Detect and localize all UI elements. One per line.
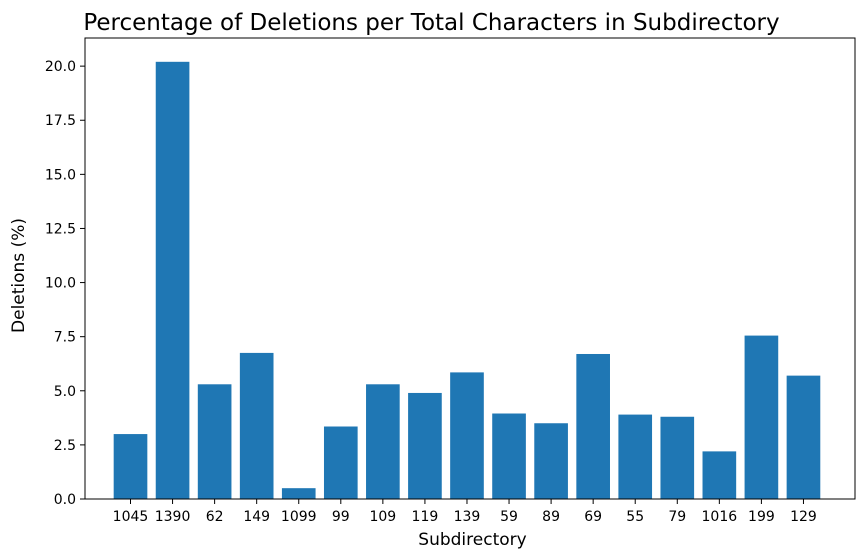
y-tick-label: 20.0 — [45, 59, 76, 75]
bar-62 — [197, 384, 232, 499]
x-tick-label: 1390 — [155, 509, 191, 525]
plot-frame — [84, 37, 856, 500]
x-tick-label: 1099 — [281, 509, 317, 525]
x-tick-label: 69 — [584, 509, 602, 525]
bar-1045 — [113, 434, 148, 499]
y-tick-label: 0.0 — [54, 492, 76, 508]
x-tick-label: 89 — [542, 509, 560, 525]
x-axis-title: Subdirectory — [418, 530, 526, 550]
x-tick-label: 199 — [748, 509, 775, 525]
bar-55 — [618, 414, 653, 499]
x-tick-label: 62 — [206, 509, 224, 525]
y-tick-label: 17.5 — [45, 113, 76, 129]
x-tick-label: 109 — [369, 509, 396, 525]
x-axis-ticks: 1045 1390 62 149 1099 99 109 119 139 59 89 69 55 79 10… — [113, 499, 817, 525]
y-tick-label: 15.0 — [45, 167, 76, 183]
bar-199 — [744, 335, 779, 499]
bar-109 — [366, 384, 400, 499]
bar-1016 — [702, 451, 737, 499]
bar-1099 — [281, 488, 316, 499]
y-tick-label: 5.0 — [54, 384, 76, 400]
bar-129 — [786, 375, 821, 499]
x-tick-label: 79 — [668, 509, 686, 525]
x-tick-label: 149 — [243, 509, 270, 525]
y-tick-label: 10.0 — [45, 276, 76, 292]
bar-59 — [492, 413, 526, 499]
y-axis-ticks: 0.0 2.5 5.0 7.5 10.0 12.5 15.0 17.5 20.0 — [45, 59, 85, 508]
y-tick-label: 7.5 — [54, 330, 76, 346]
chart-title: Percentage of Deletions per Total Charac… — [83, 10, 779, 36]
bar-89 — [534, 423, 568, 499]
x-tick-label: 1016 — [702, 509, 738, 525]
bar-1390 — [155, 61, 190, 500]
y-axis-title: Deletions (%) — [9, 218, 29, 333]
x-tick-label: 129 — [790, 509, 817, 525]
bar-149 — [239, 352, 274, 499]
y-tick-label: 12.5 — [45, 221, 76, 237]
x-tick-label: 55 — [626, 509, 644, 525]
x-tick-label: 119 — [412, 509, 439, 525]
bar-79 — [660, 416, 695, 499]
x-tick-label: 139 — [454, 509, 481, 525]
bar-69 — [576, 353, 610, 499]
x-tick-label: 59 — [500, 509, 518, 525]
bars-group — [113, 61, 821, 500]
bar-139 — [450, 372, 484, 499]
bar-99 — [323, 426, 358, 499]
y-tick-label: 2.5 — [54, 438, 76, 454]
x-tick-label: 99 — [332, 509, 350, 525]
x-tick-label: 1045 — [113, 509, 149, 525]
bar-119 — [408, 392, 442, 499]
